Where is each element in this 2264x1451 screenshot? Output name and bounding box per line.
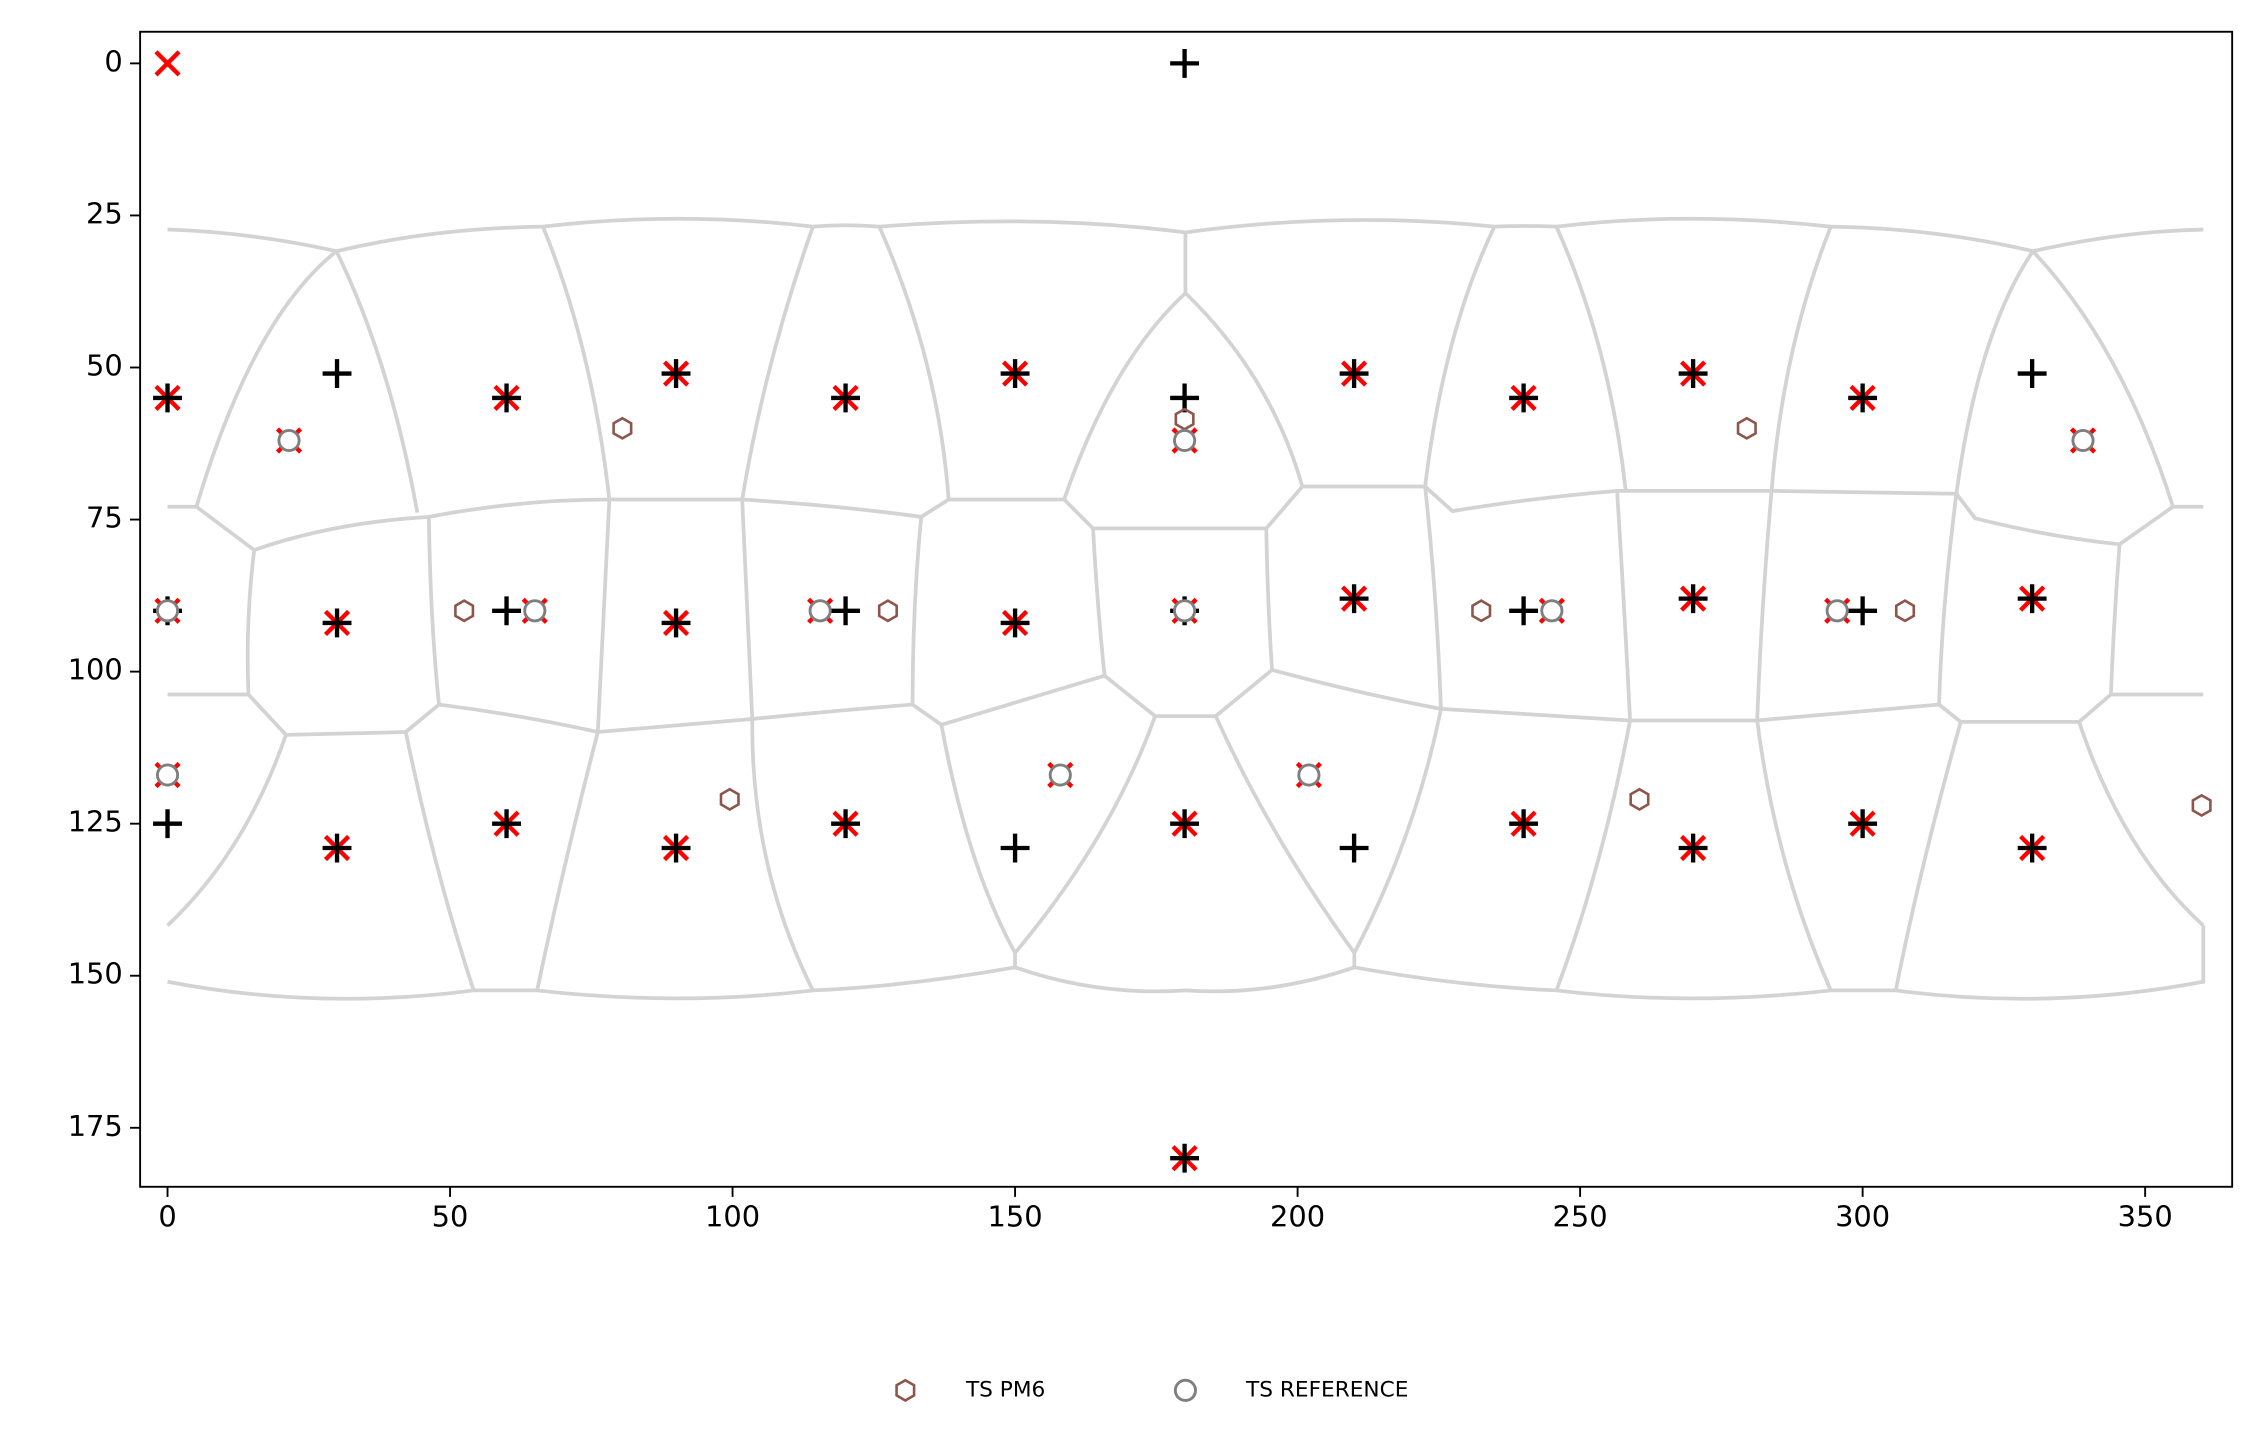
hexagon-marker — [1174, 407, 1195, 431]
y-tick-label: 50 — [86, 349, 123, 383]
y-tick-label: 0 — [104, 44, 122, 78]
plus-marker — [661, 359, 691, 389]
plus-marker — [831, 383, 861, 413]
plus-marker — [2017, 359, 2047, 389]
plus-marker — [1170, 383, 1200, 413]
circle-marker — [1173, 599, 1197, 623]
plus-marker — [1848, 383, 1878, 413]
plus-marker — [831, 809, 861, 839]
plus-marker — [1000, 359, 1030, 389]
circle-marker — [523, 599, 547, 623]
y-tick-label: 125 — [68, 805, 123, 839]
plus-marker — [1678, 359, 1708, 389]
circle-marker — [155, 763, 180, 787]
plus-marker — [1509, 809, 1539, 839]
y-tick-label: 100 — [68, 653, 123, 687]
cell-line — [167, 484, 2204, 553]
plus-marker — [492, 809, 521, 839]
y-tick-label: 175 — [68, 1109, 123, 1143]
hexagon-marker — [2191, 793, 2212, 818]
hexagon-marker — [1629, 787, 1650, 811]
plus-marker — [1848, 596, 1878, 626]
plus-marker — [661, 833, 691, 863]
hexagon-marker — [454, 599, 475, 623]
circle-marker — [155, 599, 180, 623]
circle-marker — [1173, 1378, 1197, 1402]
plus-marker — [1339, 833, 1369, 863]
cell-line — [194, 225, 2175, 513]
plus-marker — [2017, 833, 2047, 863]
hexagon-marker — [1894, 599, 1916, 623]
hexagon-marker — [877, 599, 898, 623]
circle-marker — [1048, 763, 1072, 787]
plus-marker — [322, 608, 352, 638]
hexagon-marker — [719, 787, 740, 811]
x-tick-label: 100 — [705, 1200, 760, 1234]
plus-marker — [1678, 584, 1708, 614]
x-tick-label: 200 — [1270, 1200, 1325, 1234]
circle-marker — [1173, 428, 1197, 453]
plus-marker — [1509, 383, 1539, 413]
plus-marker — [1339, 359, 1369, 389]
circle-marker — [1297, 763, 1321, 787]
hexagon-marker — [1736, 416, 1757, 440]
plus-marker — [1170, 1143, 1200, 1173]
circle-marker — [1825, 599, 1849, 623]
cell-boundaries — [166, 216, 2206, 1001]
plus-marker — [322, 359, 352, 389]
plus-marker — [1000, 833, 1030, 863]
circle-marker — [1540, 599, 1564, 623]
x-marker — [154, 50, 181, 77]
plus-marker — [2017, 584, 2047, 614]
plus-marker — [1848, 809, 1878, 839]
plus-marker — [492, 596, 521, 626]
hexagon-marker — [895, 1378, 916, 1402]
x-tick-label: 0 — [158, 1200, 176, 1234]
circle-marker — [2071, 428, 2095, 453]
plus-marker — [661, 608, 691, 638]
y-tick-label: 25 — [86, 196, 123, 230]
hexagon-marker — [612, 416, 633, 440]
cell-line — [167, 925, 2206, 1001]
plot-frame — [139, 30, 2234, 1188]
x-tick-label: 50 — [432, 1200, 469, 1234]
plus-marker — [153, 809, 182, 839]
x-tick-label: 150 — [988, 1200, 1043, 1234]
x-tick-label: 350 — [2118, 1200, 2173, 1234]
plus-marker — [492, 383, 521, 413]
y-tick-label: 75 — [86, 501, 123, 535]
hexagon-marker — [1471, 599, 1492, 623]
cell-line — [167, 667, 2204, 737]
plus-marker — [1170, 809, 1200, 839]
cell-line — [245, 486, 2122, 733]
plus-marker — [831, 596, 861, 626]
x-tick-label: 250 — [1553, 1200, 1608, 1234]
plus-marker — [1170, 48, 1200, 78]
cell-line — [167, 216, 2204, 254]
plus-marker — [322, 833, 352, 863]
x-tick-label: 300 — [1835, 1200, 1890, 1234]
circle-marker — [808, 599, 832, 623]
plus-marker — [1509, 596, 1539, 626]
plus-marker — [1339, 584, 1369, 614]
plus-marker — [153, 383, 182, 413]
cell-line — [166, 708, 2205, 992]
circle-marker — [277, 428, 301, 453]
legend-label: TS REFERENCE — [1245, 1377, 1408, 1402]
plus-marker — [1000, 608, 1030, 638]
plus-marker — [1678, 833, 1708, 863]
y-tick-label: 150 — [68, 957, 123, 991]
legend-label: TS PM6 — [965, 1377, 1045, 1402]
